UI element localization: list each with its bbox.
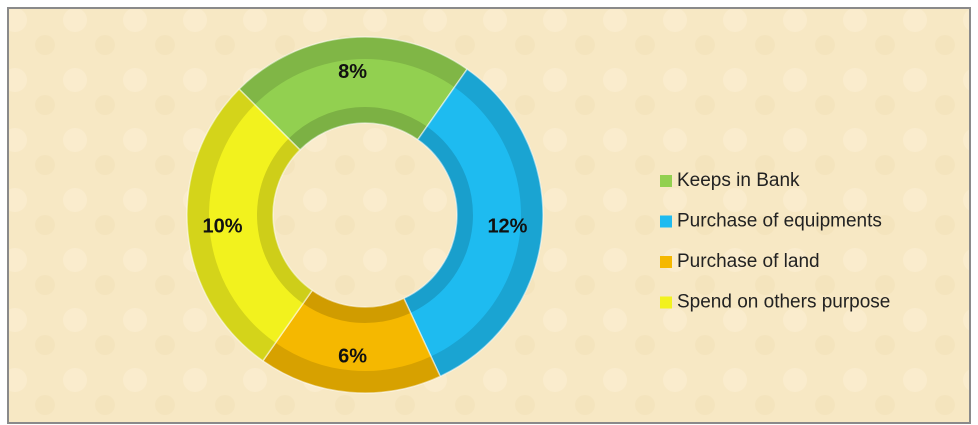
segment-bevel-outer	[262, 342, 441, 394]
donut-segment	[403, 69, 543, 377]
legend-label: Purchase of land	[677, 251, 820, 272]
donut-segment	[262, 290, 441, 394]
segment-edge	[402, 68, 544, 378]
legend-swatch	[660, 175, 672, 187]
legend-swatch	[660, 256, 672, 268]
legend-label: Purchase of equipments	[677, 211, 882, 232]
legend-label: Spend on others purpose	[677, 292, 890, 313]
legend-swatch	[660, 296, 672, 309]
donut-segment	[239, 36, 468, 150]
donut-segment	[187, 89, 313, 361]
legend-label: Keeps in Bank	[677, 170, 800, 191]
segment-edge	[238, 36, 469, 152]
data-label: 10%	[203, 216, 243, 238]
data-label: 12%	[487, 216, 527, 238]
legend-swatch	[660, 215, 672, 228]
segment-bevel-outer	[239, 36, 468, 105]
segment-bevel-outer	[430, 69, 543, 377]
segment-bevel-inner	[288, 107, 427, 150]
data-label: 8%	[338, 61, 367, 83]
segment-bevel-outer	[187, 89, 276, 361]
segment-edge	[186, 88, 314, 362]
data-label: 6%	[338, 346, 367, 368]
segment-bevel-inner	[403, 126, 474, 313]
segment-bevel-inner	[257, 138, 313, 304]
